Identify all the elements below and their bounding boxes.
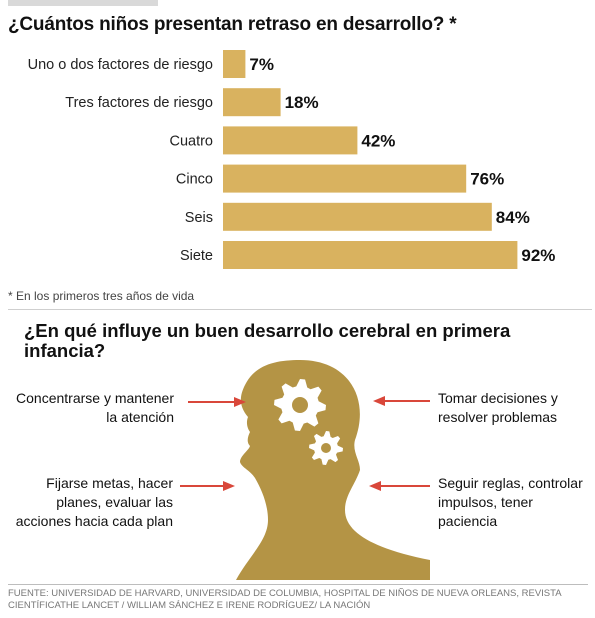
source-credit: Fuente: Universidad de Harvard, Universi… — [8, 588, 562, 611]
bar — [223, 164, 467, 193]
label-top-left: Concentrarse y mantener la atención — [16, 390, 174, 425]
arrow-top-left-icon — [188, 397, 246, 407]
label-bottom-left: Fijarse metas, hacer planes, evaluar las… — [15, 475, 173, 529]
label-bottom-right: Seguir reglas, controlar impulsos, tener… — [438, 475, 583, 529]
infographic-title: ¿En qué influye un buen desarrollo cereb… — [24, 320, 511, 361]
source-divider — [8, 584, 588, 585]
value-label: 42% — [361, 131, 395, 150]
chart-title: ¿Cuántos niños presentan retraso en desa… — [8, 14, 457, 35]
value-label: 92% — [521, 246, 555, 265]
bar — [223, 126, 358, 155]
section-divider — [8, 309, 592, 310]
category-label: Tres factores de riesgo — [65, 95, 213, 111]
gear-large-icon — [274, 379, 326, 431]
value-label: 76% — [470, 170, 504, 189]
bar — [223, 88, 281, 117]
bar — [223, 241, 518, 269]
chart-footnote: * En los primeros tres años de vida — [8, 289, 195, 303]
category-label: Siete — [180, 248, 213, 264]
bar-chart: Uno o dos factores de riesgo 7% Tres facto… — [28, 50, 555, 269]
arrow-bottom-right-icon — [369, 481, 430, 491]
arrow-top-right-icon — [373, 396, 430, 406]
category-label: Seis — [185, 210, 213, 226]
category-label: Uno o dos factores de riesgo — [28, 57, 213, 73]
top-decorative-bar — [8, 0, 158, 6]
value-label: 7% — [249, 55, 274, 74]
bar — [223, 50, 246, 78]
category-label: Cinco — [176, 172, 213, 188]
arrow-bottom-left-icon — [180, 481, 235, 491]
value-label: 18% — [285, 93, 319, 112]
head-silhouette-icon — [236, 360, 430, 580]
label-top-right: Tomar decisiones y resolver problemas — [438, 390, 558, 425]
head-illustration — [180, 360, 430, 580]
value-label: 84% — [496, 208, 530, 227]
category-label: Cuatro — [169, 133, 213, 149]
gear-small-icon — [309, 431, 343, 465]
bar — [223, 202, 492, 231]
